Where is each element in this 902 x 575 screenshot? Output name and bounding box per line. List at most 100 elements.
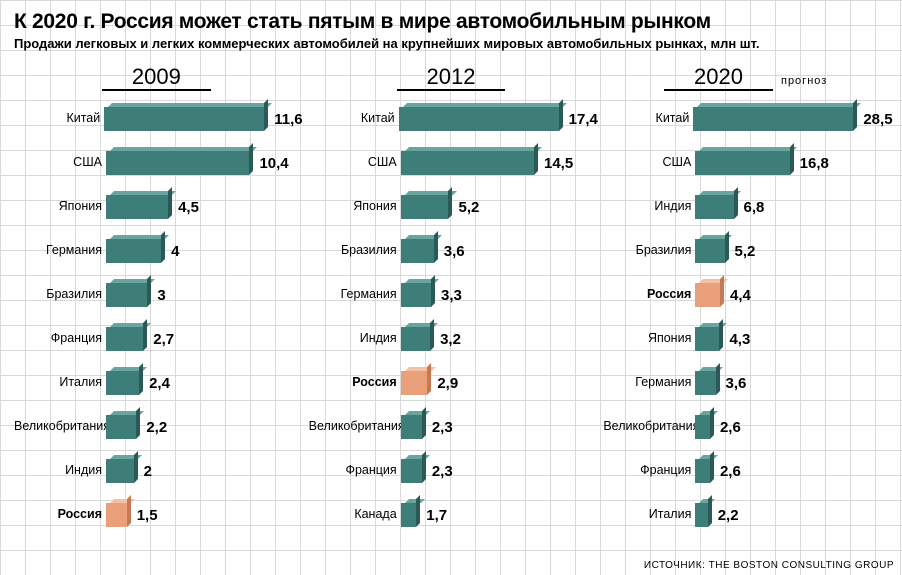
bar-wrap: 14,5 <box>401 151 594 175</box>
bar <box>106 239 161 263</box>
bar-row: Франция2,6 <box>603 449 888 493</box>
bar-wrap: 2,4 <box>106 371 299 395</box>
value-label: 3,6 <box>726 375 747 392</box>
bar-wrap: 2,6 <box>695 415 888 439</box>
value-label: 28,5 <box>863 111 892 128</box>
bar-row: Германия 4 <box>14 229 299 273</box>
panel-header: 2020прогноз <box>603 61 888 91</box>
bar <box>401 239 434 263</box>
value-label: 3,6 <box>444 243 465 260</box>
value-label: 5,2 <box>735 243 756 260</box>
category-label: Индия <box>14 464 106 478</box>
bar-row: США14,5 <box>309 141 594 185</box>
bar-highlight <box>106 503 127 527</box>
bar-row: Италия2,4 <box>14 361 299 405</box>
bar-wrap: 4 <box>106 239 299 263</box>
bar <box>399 107 559 131</box>
bar-wrap: 10,4 <box>106 151 299 175</box>
category-label: Китай <box>603 112 693 126</box>
category-label: Бразилия <box>603 244 695 258</box>
category-label: Канада <box>309 508 401 522</box>
category-label: Франция <box>603 464 695 478</box>
bar <box>106 415 136 439</box>
value-label: 1,7 <box>426 507 447 524</box>
bar <box>695 503 707 527</box>
value-label: 6,8 <box>744 199 765 216</box>
value-label: 16,8 <box>800 155 829 172</box>
category-label: Бразилия <box>14 288 106 302</box>
value-label: 5,2 <box>458 199 479 216</box>
bar <box>106 327 143 351</box>
panel-year-label: 2020 <box>664 66 773 91</box>
bar-wrap: 17,4 <box>399 107 594 131</box>
category-label: Италия <box>603 508 695 522</box>
panels: 2009Китай11,6США10,4Япония4,5Германия4Бр… <box>14 61 888 537</box>
bar <box>695 195 733 219</box>
value-label: 4,3 <box>729 331 750 348</box>
bar-wrap: 2,3 <box>401 459 594 483</box>
category-label: Россия <box>309 376 401 390</box>
bar-row: Италия2,2 <box>603 493 888 537</box>
bar-row: Великобритания 2,6 <box>603 405 888 449</box>
category-label: Германия <box>14 244 106 258</box>
bar <box>401 327 430 351</box>
category-label: Великобритания <box>603 420 695 434</box>
value-label: 1,5 <box>137 507 158 524</box>
bar-row: Япония4,5 <box>14 185 299 229</box>
bar-wrap: 11,6 <box>104 107 298 131</box>
bar-row: Великобритания2,2 <box>14 405 299 449</box>
value-label: 3,2 <box>440 331 461 348</box>
bar-row: Китай28,5 <box>603 97 888 141</box>
bar-wrap: 28,5 <box>693 107 888 131</box>
bar-row: Индия2 <box>14 449 299 493</box>
bar-wrap: 2,3 <box>401 415 594 439</box>
bar-wrap: 2 <box>106 459 299 483</box>
value-label: 2,3 <box>432 463 453 480</box>
value-label: 2,3 <box>432 419 453 436</box>
bar-wrap: 16,8 <box>695 151 888 175</box>
bar <box>695 239 724 263</box>
value-label: 3,3 <box>441 287 462 304</box>
bar <box>401 503 417 527</box>
bar <box>695 327 719 351</box>
bar-row: Индия6,8 <box>603 185 888 229</box>
bar-row: Германия3,6 <box>603 361 888 405</box>
category-label: Япония <box>14 200 106 214</box>
bar <box>401 151 534 175</box>
category-label: Франция <box>14 332 106 346</box>
bar <box>401 195 449 219</box>
bar-row: Бразилия 5,2 <box>603 229 888 273</box>
bar-wrap: 2,2 <box>106 415 299 439</box>
bar-wrap: 2,7 <box>106 327 299 351</box>
panel-year-label: 2009 <box>102 66 211 91</box>
value-label: 14,5 <box>544 155 573 172</box>
bar <box>401 415 422 439</box>
category-label: Германия <box>309 288 401 302</box>
category-label: Япония <box>603 332 695 346</box>
bar-row: Россия2,9 <box>309 361 594 405</box>
bar-wrap: 3,6 <box>401 239 594 263</box>
bar-row: Китай11,6 <box>14 97 299 141</box>
panel-2020: 2020прогнозКитай28,5США16,8Индия6,8Брази… <box>603 61 888 537</box>
bar <box>106 283 147 307</box>
value-label: 2,6 <box>720 419 741 436</box>
bar-wrap: 3,3 <box>401 283 594 307</box>
bar-wrap: 4,3 <box>695 327 888 351</box>
bar <box>695 151 789 175</box>
category-label: Китай <box>309 112 399 126</box>
panel-header: 2009 <box>14 61 299 91</box>
bar-row: Китай17,4 <box>309 97 594 141</box>
bar <box>401 283 431 307</box>
category-label: Италия <box>14 376 106 390</box>
category-label: Бразилия <box>309 244 401 258</box>
bar-row: Германия 3,3 <box>309 273 594 317</box>
category-label: США <box>603 156 695 170</box>
value-label: 11,6 <box>274 111 302 128</box>
bar <box>104 107 264 131</box>
bar-row: Россия 1,5 <box>14 493 299 537</box>
value-label: 4 <box>171 243 179 260</box>
bar <box>695 415 710 439</box>
bar-row: Канада 1,7 <box>309 493 594 537</box>
value-label: 4,4 <box>730 287 751 304</box>
category-label: Россия <box>14 508 106 522</box>
